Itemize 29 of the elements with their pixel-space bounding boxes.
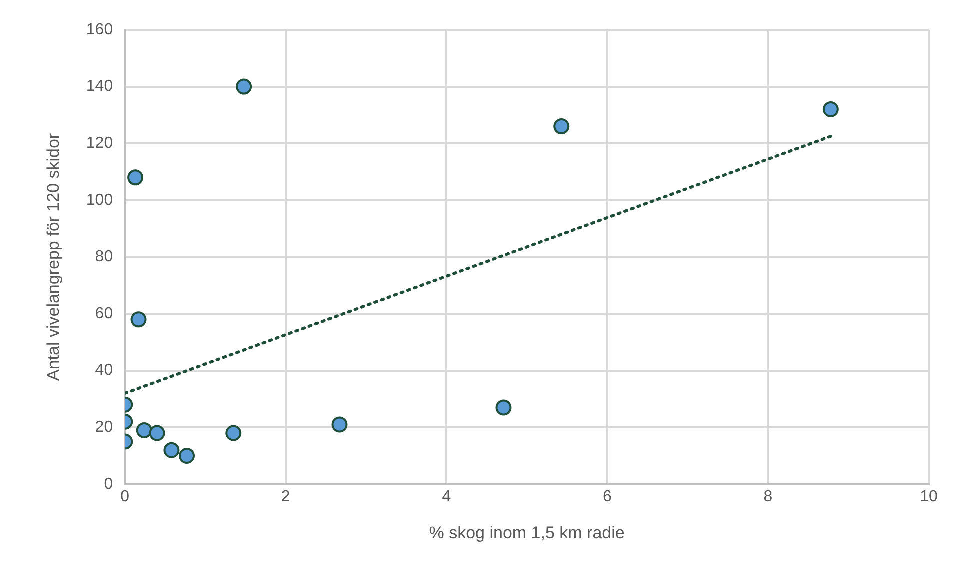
x-tick-label: 6 <box>602 488 612 506</box>
point <box>554 118 570 135</box>
y-tick-label: 140 <box>86 78 114 96</box>
y-tick-label: 160 <box>86 21 114 38</box>
point <box>130 312 147 328</box>
point <box>226 425 242 442</box>
point <box>496 400 512 416</box>
point <box>822 102 839 118</box>
y-tick-label: 100 <box>86 192 114 209</box>
y-tick-label: 20 <box>95 419 114 436</box>
point <box>128 170 144 186</box>
point <box>178 448 195 464</box>
x-axis-title: % skog inom 1,5 km radie <box>429 523 625 542</box>
y-tick-label: 40 <box>95 362 114 380</box>
x-tick-label: 10 <box>920 488 938 506</box>
point <box>136 422 152 438</box>
point <box>236 78 252 95</box>
y-tick-label: 60 <box>95 305 114 322</box>
x-tick-label: 4 <box>442 488 452 506</box>
point <box>332 416 348 433</box>
y-tick-label: 0 <box>104 476 114 493</box>
y-tick-label: 80 <box>95 248 114 266</box>
y-axis-title: Antal vivelangrepp för 120 skidor <box>44 133 63 381</box>
y-tick-label: 120 <box>86 135 114 152</box>
x-tick-label: 2 <box>281 488 290 506</box>
x-tick-label: 0 <box>120 488 130 506</box>
point <box>164 442 180 458</box>
x-tick-label: 8 <box>764 488 773 506</box>
point <box>149 425 166 442</box>
